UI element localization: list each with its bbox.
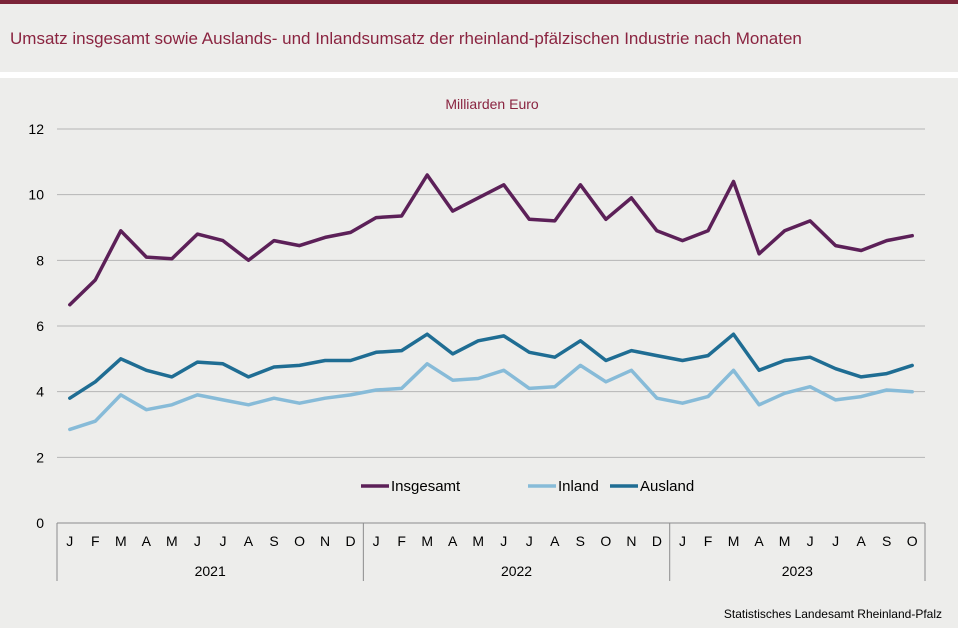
x-tick-label: N bbox=[320, 533, 330, 549]
x-tick-label: M bbox=[779, 533, 791, 549]
x-tick-label: D bbox=[652, 533, 662, 549]
x-tick-label: O bbox=[907, 533, 918, 549]
x-tick-label: M bbox=[115, 533, 127, 549]
x-tick-label: S bbox=[576, 533, 585, 549]
year-label: 2022 bbox=[501, 563, 532, 579]
y-tick-labels: 0 2 4 6 8 10 12 bbox=[28, 121, 44, 531]
x-tick-label: A bbox=[857, 533, 867, 549]
y-tick-label: 4 bbox=[36, 384, 44, 400]
legend-label: Insgesamt bbox=[391, 478, 461, 495]
x-tick-label: J bbox=[526, 533, 533, 549]
legend-label: Ausland bbox=[640, 478, 694, 495]
x-tick-label: M bbox=[728, 533, 740, 549]
x-tick-label: O bbox=[600, 533, 611, 549]
top-rule bbox=[0, 0, 958, 4]
y-tick-label: 2 bbox=[36, 449, 44, 465]
y-tick-label: 12 bbox=[28, 121, 44, 137]
x-tick-label: F bbox=[397, 533, 406, 549]
x-tick-label: A bbox=[754, 533, 764, 549]
x-tick-label: F bbox=[704, 533, 713, 549]
x-tick-label: J bbox=[500, 533, 507, 549]
x-tick-label: J bbox=[373, 533, 380, 549]
x-tick-label: A bbox=[244, 533, 254, 549]
gridlines bbox=[57, 128, 925, 458]
x-tick-label: M bbox=[166, 533, 178, 549]
year-label: 2021 bbox=[195, 563, 226, 579]
year-label: 2023 bbox=[782, 563, 813, 579]
header-separator bbox=[0, 72, 958, 78]
x-tick-label: A bbox=[142, 533, 152, 549]
x-tick-label: N bbox=[626, 533, 636, 549]
x-tick-label: J bbox=[832, 533, 839, 549]
series-line-inland bbox=[68, 362, 914, 432]
x-tick-label: J bbox=[679, 533, 686, 549]
y-tick-label: 10 bbox=[28, 187, 44, 203]
x-tick-label: S bbox=[882, 533, 891, 549]
x-tick-label: M bbox=[421, 533, 433, 549]
y-axis-unit-label: Milliarden Euro bbox=[445, 96, 539, 112]
series-lines bbox=[68, 173, 914, 432]
series-line-insgesamt bbox=[68, 173, 914, 307]
x-tick-label: J bbox=[807, 533, 814, 549]
x-tick-label: M bbox=[472, 533, 484, 549]
legend-label: Inland bbox=[558, 478, 599, 495]
x-tick-label: A bbox=[550, 533, 560, 549]
y-tick-label: 6 bbox=[36, 318, 44, 334]
x-tick-label: A bbox=[448, 533, 458, 549]
series-line-ausland bbox=[68, 332, 914, 400]
x-tick-label: D bbox=[346, 533, 356, 549]
x-tick-label: S bbox=[269, 533, 278, 549]
y-tick-label: 8 bbox=[36, 252, 44, 268]
source-note: Statistisches Landesamt Rheinland-Pfalz bbox=[723, 607, 942, 621]
y-tick-label: 0 bbox=[36, 515, 44, 531]
x-tick-label: J bbox=[66, 533, 73, 549]
x-tick-label: F bbox=[91, 533, 100, 549]
chart-title: Umsatz insgesamt sowie Auslands- und Inl… bbox=[10, 29, 802, 48]
x-tick-label: O bbox=[294, 533, 305, 549]
legend: Insgesamt Inland Ausland bbox=[361, 478, 694, 495]
x-tick-label: J bbox=[194, 533, 201, 549]
x-tick-label: J bbox=[219, 533, 226, 549]
